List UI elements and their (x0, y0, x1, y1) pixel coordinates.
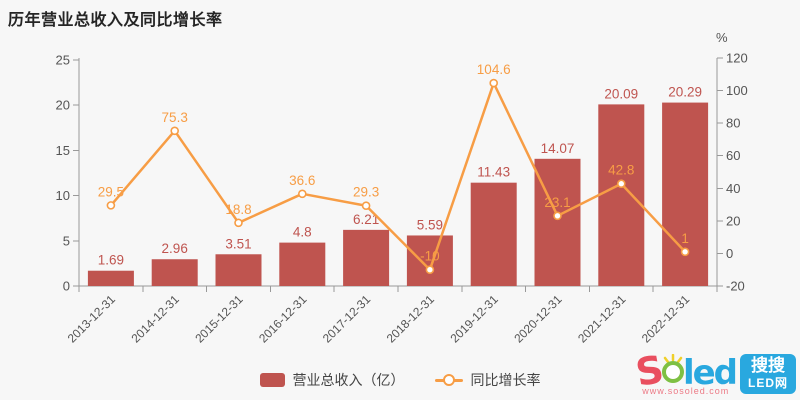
logo-blue-box: 搜搜 LED网 (740, 353, 796, 395)
bar-value-label: 3.51 (225, 236, 251, 251)
line-value-label: 23.1 (544, 195, 570, 210)
line-point-2017-12-31[interactable] (361, 201, 371, 211)
right-axis-tick-label: 0 (726, 246, 733, 261)
line-value-label: 18.8 (225, 202, 251, 217)
line-point-2016-12-31[interactable] (297, 189, 307, 199)
line-series-marker-icon (434, 374, 463, 386)
right-axis-tick-label: 100 (726, 83, 748, 98)
left-axis-tick-label: 10 (56, 188, 70, 203)
left-axis-tick-label: 0 (63, 279, 70, 294)
bar-value-label: 1.69 (98, 253, 124, 268)
line-point-2020-12-31[interactable] (553, 211, 562, 221)
left-axis-tick-label: 15 (56, 143, 70, 158)
legend-item-revenue[interactable]: 营业总收入（亿） (259, 370, 405, 390)
bar-2021-12-31[interactable] (598, 104, 645, 286)
x-axis-category-label: 2020-12-31 (511, 292, 565, 346)
lightbulb-icon (661, 353, 685, 388)
logo-url: www.sosoled.com (642, 386, 730, 396)
growth-line (109, 81, 687, 271)
right-axis-tick-label: 120 (726, 51, 748, 66)
right-axis-unit-label: % (716, 30, 728, 45)
line-point-2022-12-31[interactable] (680, 247, 690, 257)
x-axis-category-label: 2013-12-31 (65, 292, 119, 346)
line-point-2018-12-31[interactable] (425, 265, 435, 275)
line-value-label: 29.3 (353, 185, 379, 200)
right-axis-tick-label: 80 (726, 116, 740, 131)
bar-value-label: 11.43 (477, 165, 510, 180)
x-axis-category-label: 2015-12-31 (192, 292, 246, 346)
bar-value-label: 20.09 (604, 86, 638, 101)
x-axis-category-label: 2016-12-31 (256, 292, 310, 346)
bar-2018-12-31[interactable] (406, 235, 453, 286)
right-axis-tick-label: 20 (726, 213, 740, 228)
line-value-label: 75.3 (162, 110, 188, 125)
bar-2014-12-31[interactable] (151, 259, 198, 286)
left-axis-tick-label: 5 (63, 233, 70, 248)
right-axis-tick-label: -20 (726, 279, 745, 294)
left-axis-tick-label: 25 (56, 53, 70, 68)
line-point-2021-12-31[interactable] (616, 179, 626, 189)
bar-2017-12-31[interactable] (343, 229, 390, 286)
legend-item-growth[interactable]: 同比增长率 (434, 370, 541, 390)
line-point-2014-12-31[interactable] (170, 126, 179, 136)
bar-2015-12-31[interactable] (215, 254, 262, 286)
line-value-label: 1 (681, 231, 689, 246)
left-axis-tick-label: 20 (56, 98, 70, 113)
line-value-label: 36.6 (289, 173, 315, 188)
bar-2022-12-31[interactable] (662, 102, 709, 286)
logo-box-line2: LED网 (747, 375, 788, 390)
line-value-label: 104.6 (477, 62, 511, 77)
bar-value-label: 4.8 (293, 225, 312, 240)
right-axis-tick-label: 60 (726, 148, 740, 163)
bar-value-label: 2.96 (162, 241, 188, 256)
bar-value-label: 14.07 (541, 141, 575, 156)
sosoled-watermark: S led www.sosoled.com 搜搜 LED网 (632, 347, 796, 396)
line-point-2013-12-31[interactable] (106, 201, 116, 210)
bar-series-swatch-icon (259, 373, 285, 387)
x-axis-category-label: 2021-12-31 (575, 292, 629, 346)
line-point-2015-12-31[interactable] (234, 218, 243, 228)
line-point-2019-12-31[interactable] (489, 78, 499, 88)
x-axis-category-label: 2014-12-31 (129, 292, 183, 346)
logo-box-line1: 搜搜 (751, 355, 785, 375)
bar-2013-12-31[interactable] (87, 270, 134, 286)
bar-value-label: 5.59 (417, 217, 443, 232)
line-value-label: 29.5 (98, 184, 124, 199)
x-axis-category-label: 2018-12-31 (384, 292, 438, 346)
bar-value-label: 6.21 (353, 212, 379, 227)
line-value-label: 42.8 (608, 163, 634, 178)
x-axis-category-label: 2017-12-31 (320, 292, 374, 346)
line-value-label: -10 (420, 249, 440, 264)
legend: 营业总收入（亿） 同比增长率 (0, 370, 800, 390)
x-axis-category-label: 2019-12-31 (448, 292, 502, 346)
legend-label-growth: 同比增长率 (470, 372, 541, 388)
bar-value-label: 20.29 (668, 85, 702, 100)
logo-letters-led: led (682, 353, 738, 393)
right-axis-tick-label: 40 (726, 181, 740, 196)
bar-2016-12-31[interactable] (279, 242, 326, 286)
legend-label-revenue: 营业总收入（亿） (292, 372, 405, 388)
sosoled-wordmark: S led www.sosoled.com (632, 347, 738, 396)
bar-2020-12-31[interactable] (534, 158, 581, 286)
bar-2019-12-31[interactable] (470, 182, 517, 286)
chart-title: 历年营业总收入及同比增长率 (8, 12, 223, 29)
x-axis-category-label: 2022-12-31 (639, 292, 693, 346)
